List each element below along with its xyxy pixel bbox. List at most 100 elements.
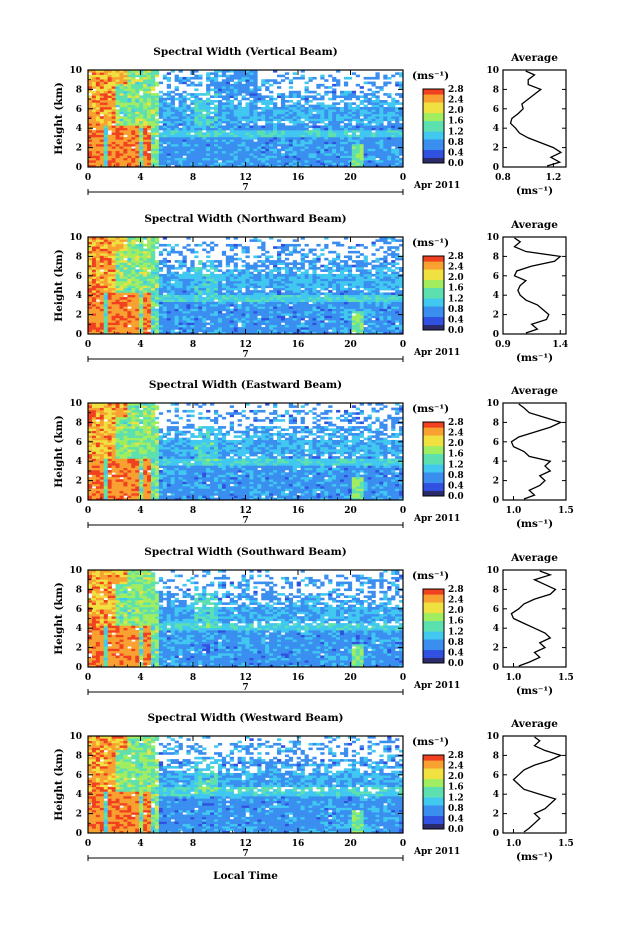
heatmap-cell: [178, 276, 183, 279]
heatmap-cell: [233, 118, 238, 122]
heatmap-cell: [280, 141, 286, 145]
heatmap-cell: [119, 299, 124, 302]
heatmap-cell: [135, 331, 140, 335]
heatmap-cell: [147, 81, 152, 85]
heatmap-cell: [154, 104, 160, 108]
heatmap-cell: [237, 157, 242, 161]
heatmap-cell: [91, 310, 97, 314]
heatmap-cell: [214, 74, 219, 78]
heatmap-cell: [107, 109, 112, 112]
heatmap-cell: [304, 310, 309, 314]
heatmap-cell: [375, 136, 380, 140]
heatmap-cell: [162, 100, 168, 103]
heatmap-cell: [178, 264, 183, 268]
heatmap-cell: [154, 160, 160, 163]
heatmap-cell: [166, 301, 171, 305]
heatmap-cell: [265, 79, 270, 82]
heatmap-cell: [280, 278, 286, 282]
heatmap-cell: [143, 111, 148, 115]
heatmap-cell: [284, 285, 290, 289]
heatmap-cell: [115, 127, 120, 131]
heatmap-cell: [88, 299, 93, 302]
heatmap-cell: [379, 88, 384, 92]
heatmap-cell: [210, 95, 215, 99]
heatmap-cell: [174, 271, 179, 275]
heatmap-cell: [154, 150, 160, 154]
heatmap-cell: [178, 162, 183, 165]
heatmap-cell: [115, 331, 120, 335]
heatmap-cell: [233, 329, 238, 332]
heatmap-cell: [343, 113, 349, 117]
heatmap-cell: [312, 329, 317, 332]
heatmap-cell: [91, 134, 97, 138]
heatmap-cell: [359, 132, 364, 135]
heatmap-cell: [336, 123, 341, 126]
heatmap-cell: [95, 157, 101, 161]
heatmap-cell: [332, 141, 337, 145]
heatmap-cell: [296, 280, 301, 284]
heatmap-cell: [119, 322, 124, 326]
heatmap-cell: [166, 162, 171, 165]
heatmap-cell: [194, 141, 199, 145]
heatmap-cell: [103, 283, 108, 286]
heatmap-cell: [170, 157, 175, 161]
heatmap-cell: [304, 315, 309, 319]
heatmap-cell: [292, 278, 297, 282]
heatmap-cell: [139, 100, 144, 103]
heatmap-cell: [375, 148, 380, 152]
heatmap-cell: [332, 162, 337, 165]
heatmap-cell: [151, 285, 156, 289]
heatmap-cell: [257, 276, 262, 279]
heatmap-cell: [225, 141, 231, 145]
heatmap-cell: [363, 93, 368, 96]
heatmap-cell: [127, 113, 132, 117]
heatmap-cell: [139, 297, 144, 300]
heatmap-cell: [277, 297, 282, 300]
heatmap-cell: [190, 157, 195, 161]
heatmap-cell: [371, 160, 376, 163]
heatmap-cell: [194, 271, 199, 275]
heatmap-cell: [95, 100, 101, 103]
colorbar-swatch: [423, 155, 444, 159]
heatmap-cell: [154, 127, 160, 131]
heatmap-cell: [151, 102, 156, 105]
heatmap-cell: [135, 146, 140, 149]
heatmap-cell: [284, 329, 290, 332]
heatmap-cell: [194, 280, 199, 284]
heatmap-cell: [131, 155, 136, 159]
heatmap-cell: [261, 285, 266, 289]
heatmap-cell: [190, 285, 195, 289]
heatmap-cell: [249, 278, 254, 282]
heatmap-cell: [229, 269, 234, 272]
heatmap-cell: [253, 160, 258, 163]
heatmap-cell: [190, 109, 195, 112]
heatmap-cell: [147, 280, 152, 284]
heatmap-cell: [304, 255, 309, 259]
heatmap-cell: [154, 322, 160, 326]
heatmap-cell: [379, 155, 384, 159]
heatmap-cell: [363, 150, 368, 154]
heatmap-cell: [119, 139, 124, 142]
heatmap-cell: [237, 283, 242, 286]
heatmap-cell: [379, 134, 384, 138]
heatmap-cell: [383, 76, 388, 80]
heatmap-cell: [91, 143, 97, 147]
heatmap-cell: [210, 83, 215, 87]
heatmap-cell: [347, 153, 353, 156]
heatmap-cell: [257, 162, 262, 165]
heatmap-cell: [115, 246, 120, 249]
heatmap-cell: [210, 246, 215, 249]
heatmap-cell: [280, 160, 286, 163]
heatmap-cell: [261, 243, 266, 247]
heatmap-cell: [249, 83, 254, 87]
heatmap-cell: [127, 329, 132, 332]
heatmap-cell: [340, 106, 345, 110]
average-unit: (ms⁻¹): [516, 185, 553, 197]
heatmap-cell: [131, 320, 136, 323]
heatmap-cell: [312, 331, 317, 335]
heatmap-cell: [257, 157, 262, 161]
heatmap-cell: [206, 280, 211, 284]
heatmap-cell: [292, 160, 297, 163]
heatmap-cell: [178, 303, 183, 307]
heatmap-cell: [135, 306, 140, 309]
